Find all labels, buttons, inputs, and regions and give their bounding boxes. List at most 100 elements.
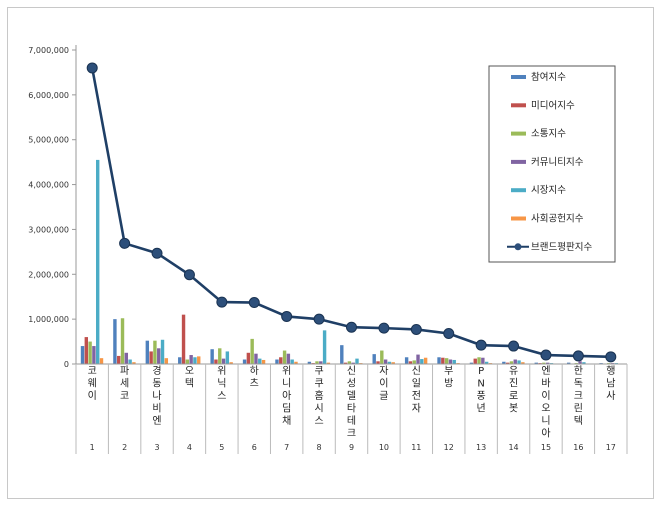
rank-label: 7: [284, 443, 289, 452]
category-label-char: 행: [606, 365, 615, 377]
category-label-char: 부: [444, 366, 453, 377]
bar-4-4: [189, 355, 193, 364]
rank-label: 4: [187, 443, 192, 452]
bar-6-14: [521, 362, 525, 364]
bar-1-2: [113, 319, 117, 364]
bar-6-7: [294, 361, 298, 364]
legend-swatch-6: [511, 216, 526, 221]
rank-label: 17: [606, 443, 616, 452]
category-label-char: 닉: [217, 378, 226, 390]
brand-index-point-4: [183, 269, 195, 281]
category-label-char: 엔: [152, 415, 161, 427]
bar-2-9: [343, 362, 348, 364]
bar-2-13: [473, 358, 477, 364]
bar-2-5: [214, 359, 218, 364]
legend-label-3: 소통지수: [531, 129, 566, 140]
brand-index-point-9: [346, 321, 357, 333]
category-label-char: P: [478, 366, 484, 377]
category-label-char: 하: [250, 364, 259, 377]
bar-3-9: [347, 361, 352, 364]
category-label-char: 채: [282, 415, 291, 427]
brand-index-point-16: [572, 350, 584, 362]
bar-6-10: [391, 362, 395, 364]
rank-label: 1: [90, 443, 95, 452]
x-axis: 코 웨 이1파 세 코2경 동 나 비 엔3오 텍4위 닉 스5하 츠6위 니 아 딤 채7쿠 쿠 홈 시 스8신 성 델 타…: [75, 363, 628, 454]
category-label-char: 텍: [574, 415, 583, 427]
category-label-char: 일: [412, 378, 421, 390]
legend-swatch-2: [511, 103, 526, 108]
bar-1-8: [307, 361, 312, 364]
rank-label: 14: [508, 443, 518, 452]
bar-5-2: [128, 359, 132, 364]
category-label-char: 남: [606, 378, 615, 390]
bar-3-14: [509, 361, 514, 364]
category-label-char: 시: [314, 403, 323, 415]
category-label-char: 홈: [314, 389, 323, 402]
brand-index-point-6: [248, 297, 260, 309]
bar-4-12: [448, 359, 453, 364]
legend-label-5: 시장지수: [531, 185, 566, 196]
bar-4-11: [416, 354, 420, 364]
legend-swatch-1: [511, 75, 526, 79]
bar-4-13: [481, 357, 485, 364]
category-label-char: 신: [347, 365, 356, 377]
bar-4-15: [545, 362, 550, 364]
bar-4-16: [578, 361, 582, 364]
category-label-char: 텍: [185, 378, 194, 390]
rank-label: 11: [411, 443, 421, 452]
category-label-char: 니: [282, 378, 291, 390]
category-label-char: 자: [379, 365, 388, 377]
category-label-char: 동: [152, 378, 161, 390]
brand-index-point-14: [508, 340, 520, 352]
bar-5-13: [484, 361, 489, 364]
bar-3-8: [315, 361, 319, 364]
bar-2-4: [181, 314, 186, 364]
category-label-char: 델: [347, 390, 356, 402]
brand-index-point-7: [281, 310, 293, 322]
bar-1-11: [404, 357, 409, 364]
rank-label: 15: [541, 443, 551, 452]
bar-4-1: [92, 346, 96, 364]
y-axis: 0 1,000,000 2,000,000 3,000,000 4,000,000 5,0…: [28, 45, 77, 369]
bar-3-1: [88, 341, 92, 364]
bar-3-13: [477, 357, 481, 364]
bar-1-12: [437, 357, 441, 364]
bar-1-1: [80, 346, 85, 364]
y-tick-label: 7,000,000: [28, 46, 69, 55]
category-label-char: 봇: [509, 403, 518, 415]
rank-label: 12: [444, 443, 454, 452]
legend-label-line: 브랜드평판지수: [531, 242, 592, 253]
category-label-char: 테: [347, 415, 356, 427]
bar-5-16: [582, 362, 586, 364]
brand-index-point-2: [119, 237, 131, 249]
category-label-char: 한: [574, 365, 583, 377]
bar-2-1: [84, 337, 89, 364]
category-label-char: 아: [541, 428, 550, 440]
category-label-char: 글: [379, 390, 388, 402]
brand-index-point-5: [216, 296, 228, 308]
category-label-char: 신: [412, 365, 421, 377]
bar-1-16: [566, 362, 571, 364]
category-label-char: 위: [282, 364, 291, 377]
bar-6-5: [229, 362, 233, 364]
bar-6-4: [197, 356, 201, 364]
y-tick-label: 5,000,000: [28, 136, 69, 145]
category-label-char: 로: [509, 391, 518, 402]
bar-5-4: [193, 357, 197, 364]
line-series: [86, 62, 617, 363]
bar-5-1: [96, 159, 100, 364]
rank-label: 5: [219, 443, 224, 452]
bar-2-11: [408, 361, 413, 364]
